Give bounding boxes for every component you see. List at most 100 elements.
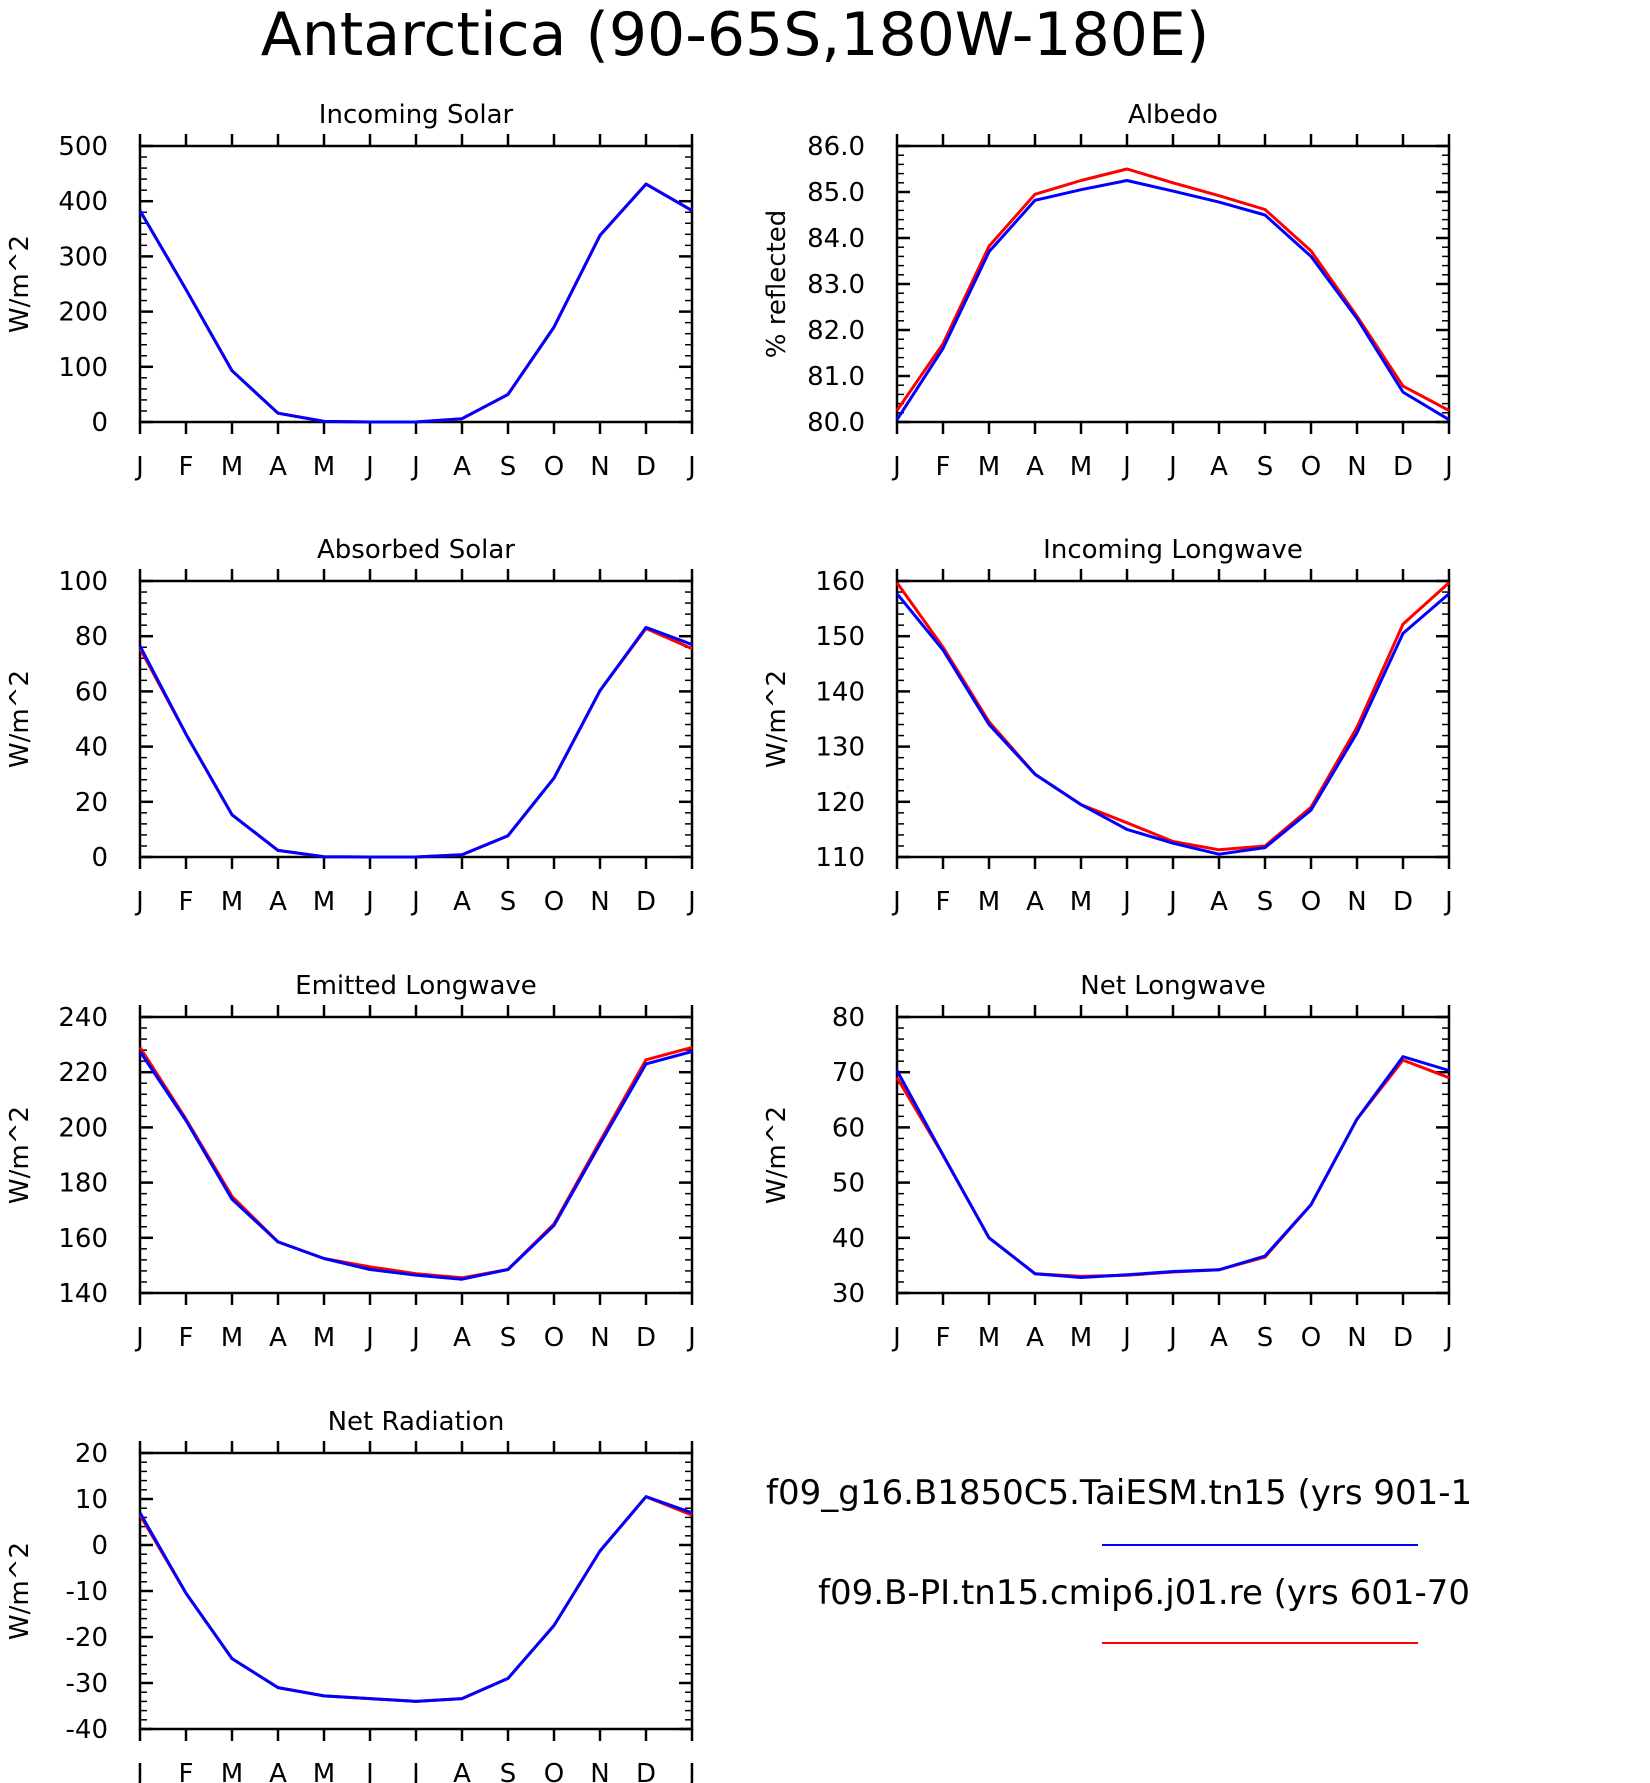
y-tick-label: 80 bbox=[832, 1003, 865, 1033]
x-tick-label: J bbox=[1167, 452, 1177, 482]
y-tick-label: 140 bbox=[58, 1279, 108, 1309]
x-tick-label: A bbox=[1210, 1323, 1228, 1353]
panel-title: Albedo bbox=[1128, 100, 1218, 130]
y-tick-label: 220 bbox=[58, 1058, 108, 1088]
x-tick-label: O bbox=[544, 1759, 564, 1783]
y-tick-label: 130 bbox=[815, 733, 865, 763]
panel-2: 80.081.082.083.084.085.086.0J F M A M J J A S O N D… bbox=[762, 100, 1453, 482]
x-tick-label: J bbox=[1443, 1323, 1453, 1353]
series-line-2 bbox=[138, 1050, 693, 1281]
y-tick-label: -30 bbox=[66, 1669, 108, 1699]
x-tick-label: J bbox=[410, 1323, 420, 1353]
x-tick-label: D bbox=[636, 887, 656, 917]
x-tick-label: A bbox=[453, 887, 471, 917]
y-tick-label: 400 bbox=[58, 187, 108, 217]
x-tick-label: M bbox=[313, 452, 335, 482]
plot-frame bbox=[138, 1015, 694, 1295]
y-axis-label: W/m^2 bbox=[5, 235, 35, 333]
plot-frame bbox=[895, 144, 1451, 424]
x-tick-label: A bbox=[453, 452, 471, 482]
y-tick-label: 82.0 bbox=[807, 316, 865, 346]
x-tick-label: J bbox=[1121, 452, 1131, 482]
x-tick-label: J bbox=[1167, 1323, 1177, 1353]
panel-title: Emitted Longwave bbox=[295, 971, 537, 1001]
plot-frame bbox=[895, 579, 1451, 859]
x-tick-label: J bbox=[686, 1759, 696, 1783]
figure-title: Antarctica (90-65S,180W-180E) bbox=[261, 0, 1210, 70]
x-tick-label: A bbox=[1026, 1323, 1044, 1353]
x-tick-label: J bbox=[1121, 1323, 1131, 1353]
y-axis-label: % reflected bbox=[762, 210, 792, 358]
x-tick-label: A bbox=[269, 887, 287, 917]
x-tick-label: J bbox=[686, 887, 696, 917]
x-tick-label: J bbox=[891, 452, 901, 482]
y-tick-label: 120 bbox=[815, 788, 865, 818]
series-line-2 bbox=[895, 1055, 1450, 1279]
series-line-1 bbox=[138, 627, 693, 859]
x-tick-label: A bbox=[453, 1759, 471, 1783]
y-tick-label: 0 bbox=[91, 843, 108, 873]
x-tick-label: M bbox=[1070, 452, 1092, 482]
y-tick-label: 60 bbox=[832, 1113, 865, 1143]
x-tick-label: J bbox=[410, 1759, 420, 1783]
x-tick-label: A bbox=[269, 1323, 287, 1353]
y-axis-label: W/m^2 bbox=[5, 670, 35, 768]
x-tick-label: M bbox=[978, 452, 1000, 482]
y-axis-label: W/m^2 bbox=[762, 1106, 792, 1204]
y-tick-label: 0 bbox=[91, 408, 108, 438]
x-tick-label: J bbox=[134, 887, 144, 917]
x-tick-label: D bbox=[636, 452, 656, 482]
series-line-2 bbox=[895, 179, 1450, 421]
x-tick-label: J bbox=[364, 452, 374, 482]
x-tick-label: O bbox=[544, 1323, 564, 1353]
x-tick-label: S bbox=[500, 452, 517, 482]
x-tick-label: A bbox=[269, 1759, 287, 1783]
series-line-1 bbox=[895, 1058, 1450, 1278]
x-tick-label: J bbox=[134, 1759, 144, 1783]
y-axis-label: W/m^2 bbox=[5, 1106, 35, 1204]
y-tick-label: -40 bbox=[66, 1715, 108, 1745]
x-tick-label: J bbox=[410, 452, 420, 482]
x-tick-label: J bbox=[891, 1323, 901, 1353]
x-tick-label: O bbox=[1301, 452, 1321, 482]
y-tick-label: 86.0 bbox=[807, 132, 865, 162]
series-line-1 bbox=[895, 167, 1450, 412]
plot-frame bbox=[138, 579, 694, 859]
y-tick-label: 84.0 bbox=[807, 224, 865, 254]
x-tick-label: D bbox=[636, 1759, 656, 1783]
panel-title: Incoming Solar bbox=[319, 100, 514, 130]
y-tick-label: 40 bbox=[832, 1224, 865, 1254]
x-tick-label: J bbox=[891, 887, 901, 917]
x-tick-label: F bbox=[936, 887, 951, 917]
legend: f09_g16.B1850C5.TaiESM.tn15 (yrs 901-1 f… bbox=[766, 1473, 1472, 1644]
series-line-1 bbox=[138, 182, 693, 424]
y-tick-label: 160 bbox=[58, 1224, 108, 1254]
x-tick-label: J bbox=[1121, 887, 1131, 917]
y-tick-label: 80.0 bbox=[807, 408, 865, 438]
x-tick-label: J bbox=[686, 1323, 696, 1353]
y-tick-label: 200 bbox=[58, 298, 108, 328]
x-tick-label: F bbox=[179, 452, 194, 482]
x-tick-label: J bbox=[686, 452, 696, 482]
y-tick-label: 70 bbox=[832, 1058, 865, 1088]
x-tick-label: J bbox=[1443, 887, 1453, 917]
x-tick-label: J bbox=[1167, 887, 1177, 917]
x-tick-label: O bbox=[1301, 887, 1321, 917]
y-tick-label: 0 bbox=[91, 1531, 108, 1561]
panel-title: Net Longwave bbox=[1080, 971, 1265, 1001]
x-tick-label: M bbox=[221, 887, 243, 917]
x-tick-label: S bbox=[500, 1759, 517, 1783]
x-tick-label: S bbox=[1257, 452, 1274, 482]
x-tick-label: M bbox=[1070, 887, 1092, 917]
x-tick-label: F bbox=[936, 452, 951, 482]
panel-7: -40 -30 -20 -10 0 10 20 J F M A M J J A S O N D J Net Radiat… bbox=[5, 1407, 696, 1783]
y-tick-label: 40 bbox=[75, 733, 108, 763]
plot-frame bbox=[138, 144, 694, 424]
x-tick-label: D bbox=[1393, 1323, 1413, 1353]
x-tick-label: O bbox=[1301, 1323, 1321, 1353]
y-tick-label: 20 bbox=[75, 788, 108, 818]
y-axis-label: W/m^2 bbox=[762, 670, 792, 768]
